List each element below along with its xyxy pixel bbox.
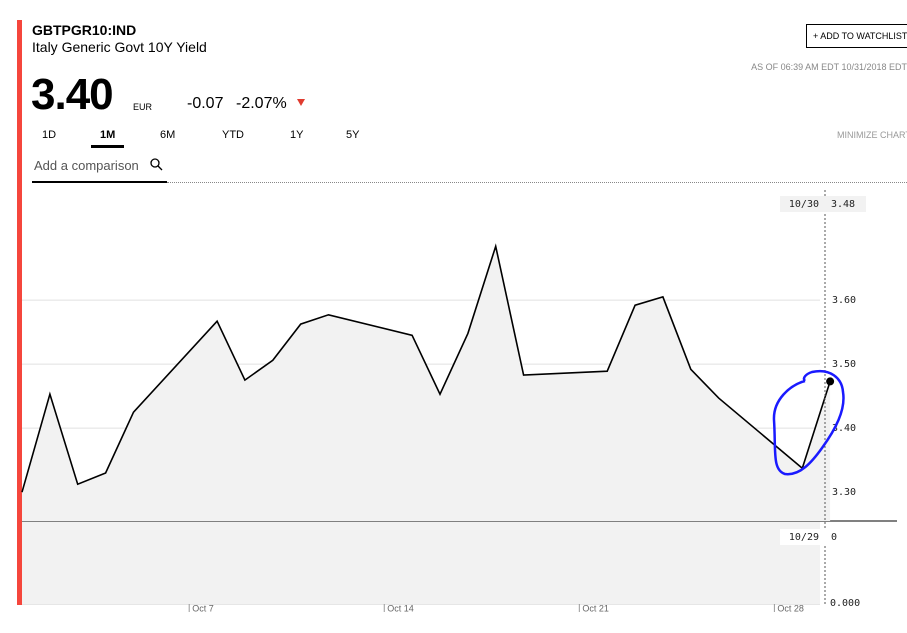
down-arrow — [297, 99, 305, 106]
area — [22, 246, 831, 522]
tab[interactable]: 5Y — [346, 129, 360, 141]
input-underline — [32, 181, 167, 183]
volume-date: 10/29 — [789, 532, 819, 543]
last-point — [826, 377, 835, 386]
readout-box — [780, 529, 842, 545]
tab[interactable]: 1Y — [290, 129, 304, 141]
x-tick-label: Oct 14 — [387, 603, 414, 613]
crosshair-date: 10/30 — [789, 199, 819, 210]
readout-box — [780, 196, 866, 212]
minimize-chart[interactable]: MINIMIZE CHART — [837, 130, 907, 140]
annotation-circle — [772, 369, 845, 476]
x-tick-label: Oct 21 — [582, 603, 609, 613]
security-name: Italy Generic Govt 10Y Yield — [32, 39, 207, 55]
volume-panel — [22, 522, 820, 604]
x-tick-label: Oct 28 — [777, 603, 804, 613]
y-tick-label: 3.30 — [832, 487, 856, 498]
watchlist-button[interactable]: + ADD TO WATCHLIST — [806, 24, 907, 48]
change: -0.07 — [187, 95, 224, 112]
separator — [167, 182, 907, 183]
x-tick-label: Oct 7 — [192, 603, 214, 613]
search-icon — [150, 158, 163, 171]
tab-underline — [91, 145, 124, 148]
volume-tick: 0.000 — [830, 598, 860, 609]
price: 3.40 — [31, 70, 114, 119]
currency: EUR — [133, 102, 153, 112]
crosshair-value: 3.48 — [831, 199, 855, 210]
line — [21, 243, 831, 493]
tab[interactable]: 6M — [160, 129, 176, 141]
as-of: AS OF 06:39 AM EDT 10/31/2018 EDT — [751, 62, 907, 72]
comparison-input[interactable]: Add a comparison — [34, 158, 139, 173]
tab[interactable]: YTD — [222, 129, 244, 141]
tab[interactable]: 1M — [100, 129, 116, 141]
accent-bar — [17, 20, 22, 605]
volume-value: 0 — [831, 532, 837, 543]
tab[interactable]: 1D — [42, 129, 57, 141]
y-tick-label: 3.60 — [832, 295, 856, 306]
y-tick-label: 3.40 — [832, 423, 856, 434]
watermark: BloombergMarkets — [35, 496, 189, 515]
y-tick-label: 3.50 — [832, 359, 856, 370]
change-pct: -2.07% — [236, 95, 287, 112]
ticker: GBTPGR10:IND — [32, 22, 137, 38]
